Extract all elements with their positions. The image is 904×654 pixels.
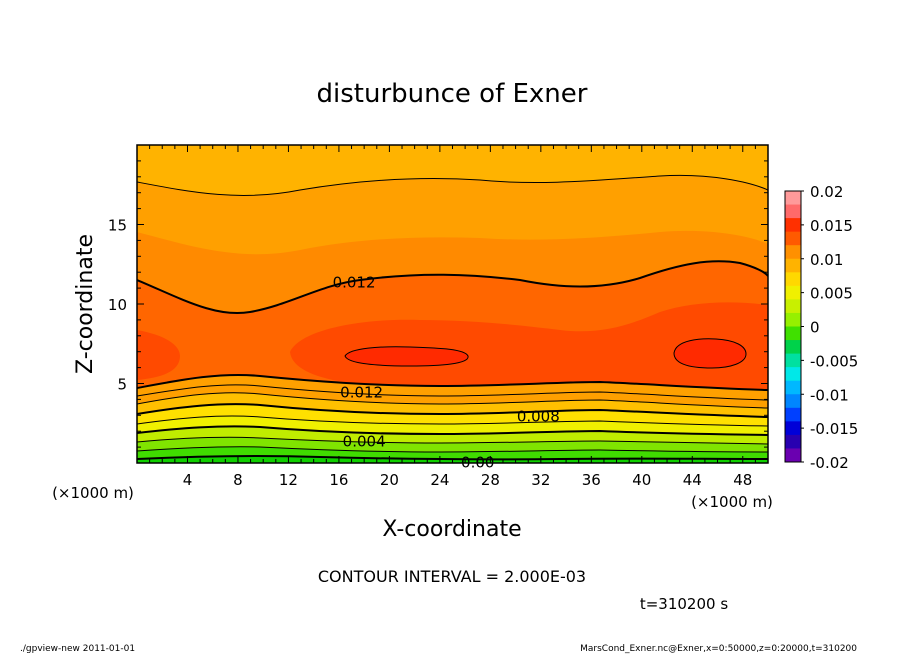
- colorbar-label: -0.02: [810, 454, 849, 472]
- contour-line-max-2: [673, 338, 747, 369]
- y-tick-label: 5: [117, 376, 127, 394]
- colorbar-swatch: [785, 434, 801, 449]
- footer-left: ./gpview-new 2011-01-01: [20, 644, 135, 654]
- contour-line: [137, 392, 768, 409]
- y-axis-label: Z-coordinate: [73, 234, 98, 374]
- contour-line: [137, 446, 768, 453]
- contour-label: 0.008: [517, 407, 560, 425]
- fill-band-max-1: [345, 346, 469, 366]
- contour-label: 0.012: [340, 383, 383, 401]
- colorbar-swatch: [785, 380, 801, 395]
- x-tick-label: 16: [329, 471, 348, 489]
- colorbar-swatch: [785, 191, 801, 206]
- y-axis: 5 10 15: [108, 144, 768, 464]
- x-tick-label: 28: [481, 471, 500, 489]
- colorbar-swatch: [785, 204, 801, 219]
- chart-title: disturbunce of Exner: [317, 79, 588, 109]
- colorbar-swatch: [785, 245, 801, 260]
- colorbar: 0.02 0.015 0.01 0.005 0 -0.005 -0.01 -0.015 -0.0…: [784, 183, 858, 472]
- x-tick-label: 4: [183, 471, 193, 489]
- colorbar-label: -0.015: [810, 420, 858, 438]
- x-axis-label: X-coordinate: [382, 517, 521, 542]
- contour-label: 0.012: [333, 274, 376, 292]
- contour-line-max-1: [344, 346, 469, 367]
- x-tick-label: 12: [279, 471, 298, 489]
- x-tick-label: 36: [582, 471, 601, 489]
- colorbar-swatch: [785, 312, 801, 327]
- colorbar-swatch: [785, 353, 801, 368]
- x-unit-right: (×1000 m): [691, 493, 773, 511]
- colorbar-swatch: [785, 299, 801, 314]
- x-tick-label: 44: [683, 471, 702, 489]
- contour-label: 0.004: [343, 433, 386, 451]
- colorbar-label: 0.005: [810, 285, 853, 303]
- x-axis: 4 8 12 16 20 24 28 32 36 40 44 48: [136, 145, 769, 489]
- colorbar-label: -0.005: [810, 352, 858, 370]
- colorbar-label: 0.02: [810, 183, 843, 201]
- colorbar-swatch: [785, 258, 801, 273]
- colorbar-swatch: [785, 285, 801, 300]
- x-tick-label: 24: [430, 471, 449, 489]
- contour-lines: [137, 174, 768, 461]
- x-unit-left: (×1000 m): [52, 484, 134, 502]
- colorbar-label: 0: [810, 319, 820, 337]
- colorbar-swatch: [785, 340, 801, 355]
- contour-line: [137, 436, 768, 445]
- x-tick-label: 8: [233, 471, 243, 489]
- colorbar-swatch: [785, 421, 801, 436]
- contour-line: [137, 415, 768, 427]
- colorbar-swatch: [785, 394, 801, 409]
- contour-line-000: [137, 454, 768, 461]
- footer-right: MarsCond_Exner.nc@Exner,x=0:50000,z=0:20…: [580, 644, 857, 654]
- y-tick-label: 10: [108, 296, 127, 314]
- contour-interval-text: CONTOUR INTERVAL = 2.000E-03: [318, 567, 586, 586]
- contour-line: [137, 174, 768, 196]
- contour-line-0008: [137, 403, 768, 418]
- colorbar-label: 0.015: [810, 217, 853, 235]
- y-tick-label: 15: [108, 217, 127, 235]
- x-tick-label: 40: [632, 471, 651, 489]
- x-tick-label: 48: [733, 471, 752, 489]
- time-text: t=310200 s: [640, 595, 728, 613]
- colorbar-swatch: [785, 407, 801, 422]
- fill-band-max-2: [674, 338, 746, 368]
- contour-line: [137, 384, 768, 401]
- contour-line-0004: [137, 425, 768, 436]
- contour-fill: [137, 145, 768, 463]
- colorbar-label: -0.01: [810, 386, 849, 404]
- contour-line-0012-upper: [137, 260, 768, 314]
- colorbar-swatch: [785, 218, 801, 233]
- colorbar-swatch: [785, 367, 801, 382]
- colorbar-swatch: [785, 326, 801, 341]
- colorbar-swatch: [785, 231, 801, 246]
- x-tick-label: 20: [380, 471, 399, 489]
- colorbar-swatch: [785, 272, 801, 287]
- x-tick-label: 32: [531, 471, 550, 489]
- colorbar-swatch: [785, 448, 801, 463]
- contour-line-0012-lower: [137, 373, 768, 391]
- colorbar-label: 0.01: [810, 251, 843, 269]
